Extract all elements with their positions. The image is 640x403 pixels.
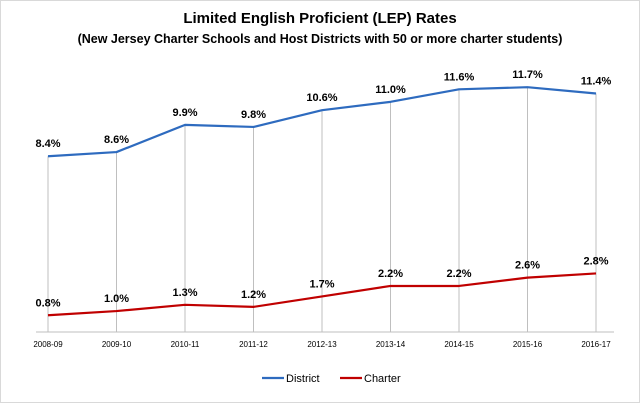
legend-label-charter: Charter xyxy=(364,373,401,385)
data-label-district: 10.6% xyxy=(306,92,337,104)
x-tick-label: 2010-11 xyxy=(171,340,200,349)
data-label-charter: 1.3% xyxy=(172,287,197,299)
data-label-charter: 1.2% xyxy=(241,289,266,301)
data-label-district: 11.0% xyxy=(375,84,406,96)
x-tick-labels: 2008-09 2009-10 2010-11 2011-12 2012-13 2013-… xyxy=(33,340,611,349)
data-label-charter: 1.0% xyxy=(104,293,129,305)
x-tick-label: 2011-12 xyxy=(239,340,268,349)
series-lines xyxy=(47,86,597,317)
x-tick-label: 2008-09 xyxy=(33,340,63,349)
x-tick-label: 2015-16 xyxy=(513,340,543,349)
data-label-district: 8.6% xyxy=(104,134,129,146)
data-label-district: 8.4% xyxy=(35,138,60,150)
x-tick-label: 2009-10 xyxy=(102,340,132,349)
data-label-charter: 2.6% xyxy=(515,260,540,272)
data-label-charter: 1.7% xyxy=(309,278,334,290)
data-label-district: 11.6% xyxy=(444,71,475,83)
chart-subtitle: (New Jersey Charter Schools and Host Dis… xyxy=(77,32,563,46)
data-labels: 8.4% 8.6% 9.9% 9.8% 10.6% 11.0% 11.6% 11.7% 11.4… xyxy=(35,69,611,309)
chart-title: Limited English Proficient (LEP) Rates xyxy=(183,10,457,27)
x-tick-label: 2016-17 xyxy=(581,340,611,349)
data-label-district: 9.8% xyxy=(241,109,266,121)
legend-label-district: District xyxy=(286,373,320,385)
data-label-district: 11.7% xyxy=(512,69,543,81)
series-line-district xyxy=(47,86,597,158)
data-label-charter: 2.2% xyxy=(446,268,471,280)
data-label-district: 11.4% xyxy=(581,75,612,87)
x-tick-label: 2014-15 xyxy=(444,340,474,349)
data-label-charter: 2.2% xyxy=(378,268,403,280)
drop-lines xyxy=(47,87,597,332)
series-line-charter xyxy=(47,272,597,317)
x-tick-label: 2012-13 xyxy=(307,340,337,349)
data-label-district: 9.9% xyxy=(172,107,197,119)
x-tick-label: 2013-14 xyxy=(376,340,406,349)
data-label-charter: 2.8% xyxy=(583,255,608,267)
legend: District Charter xyxy=(262,373,401,385)
data-label-charter: 0.8% xyxy=(35,297,60,309)
